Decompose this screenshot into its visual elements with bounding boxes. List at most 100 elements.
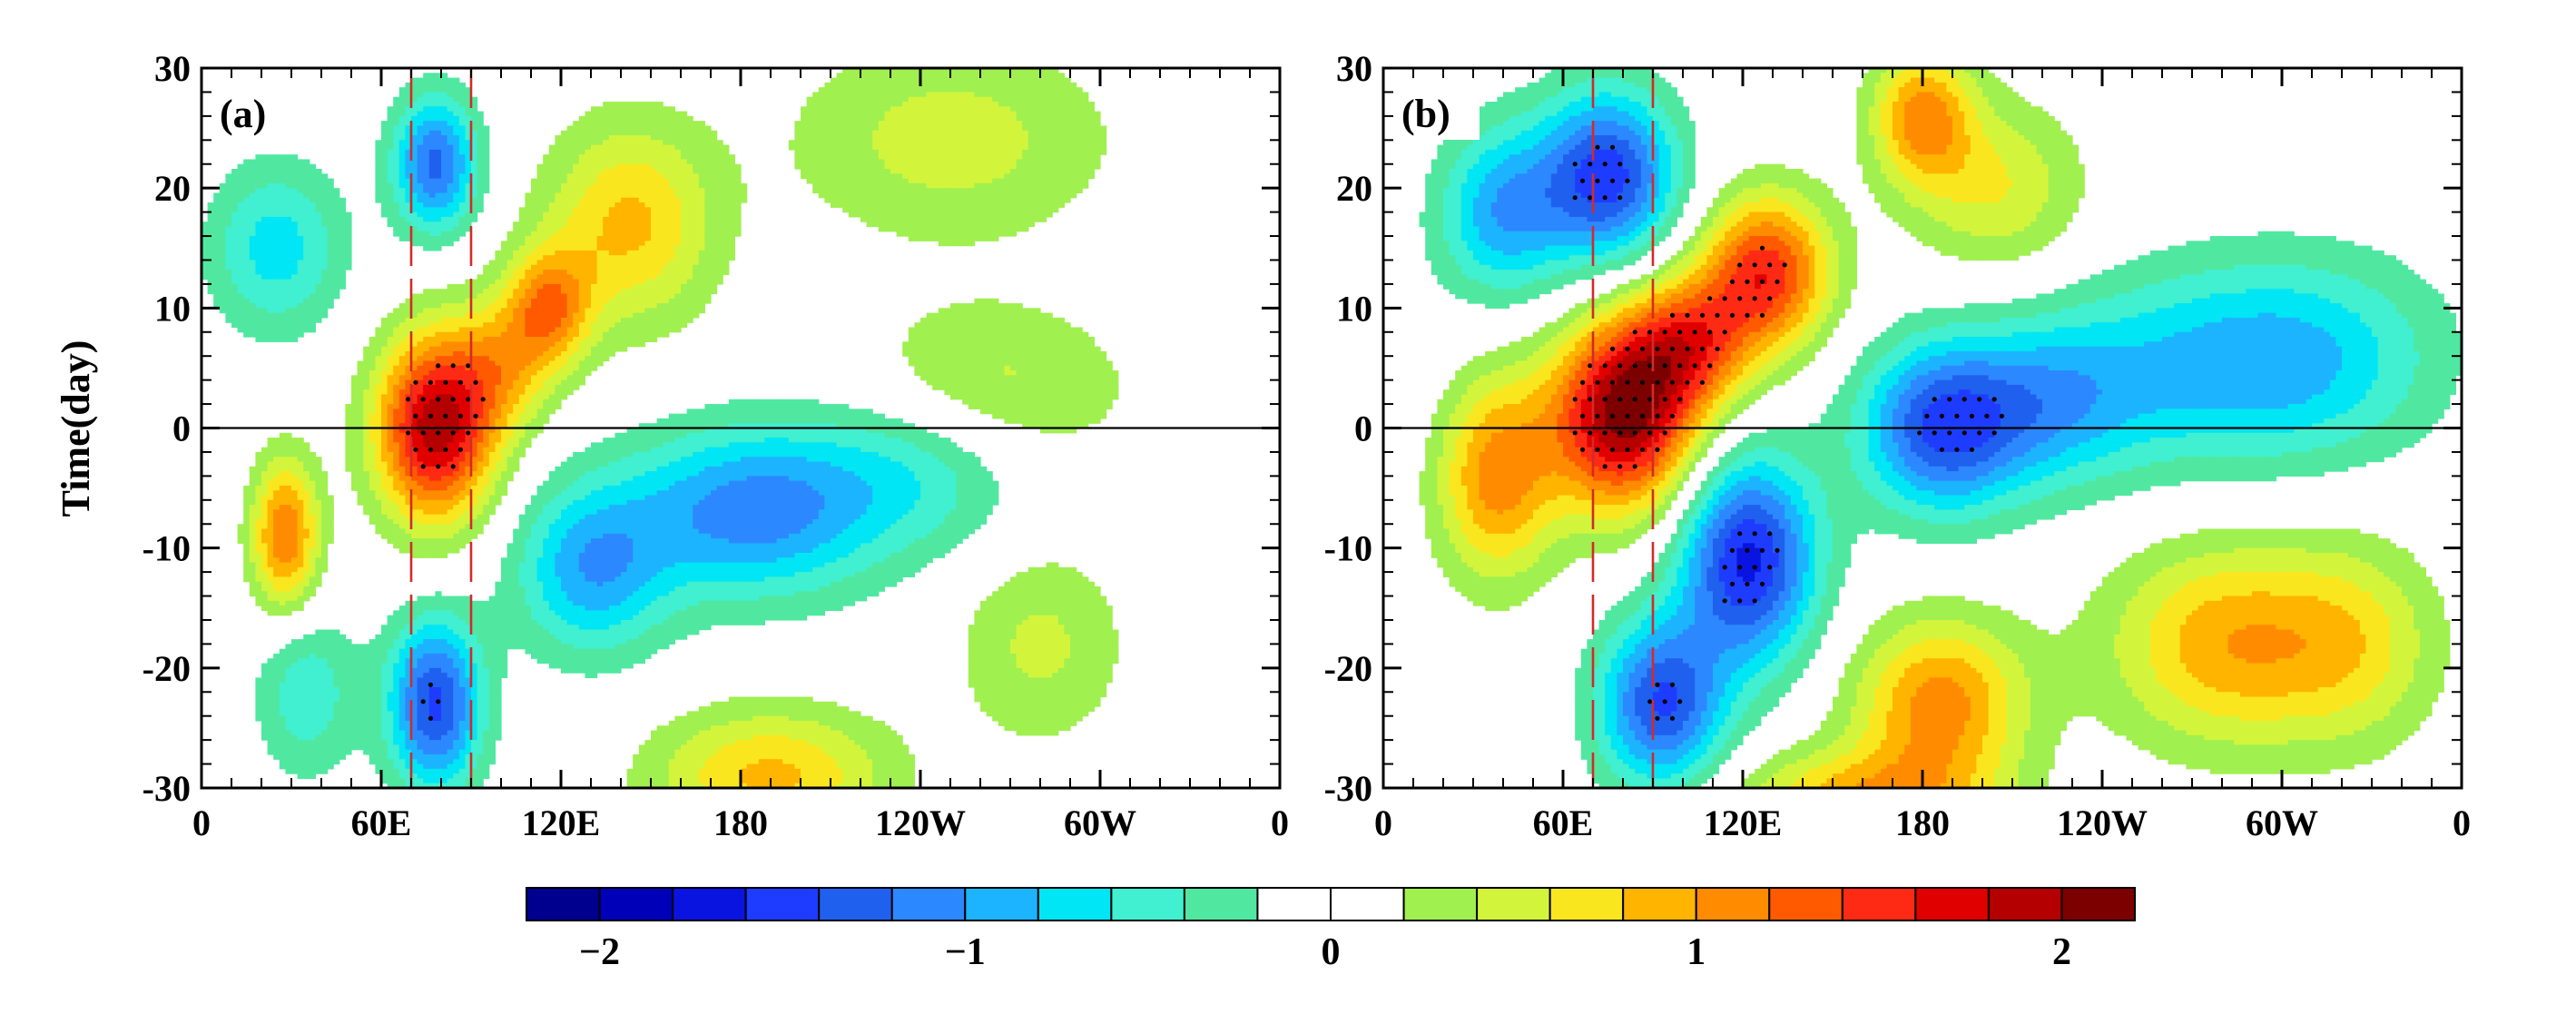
contour-cell bbox=[566, 341, 574, 348]
contour-cell bbox=[518, 260, 526, 266]
contour-cell bbox=[914, 163, 921, 170]
contour-cell bbox=[471, 192, 478, 199]
contour-cell bbox=[926, 115, 933, 122]
contour-cell bbox=[411, 111, 418, 117]
contour-cell bbox=[711, 270, 718, 275]
contour-cell bbox=[1004, 154, 1011, 161]
contour-cell bbox=[896, 87, 903, 94]
contour-cell bbox=[375, 331, 382, 338]
contour-cell bbox=[561, 341, 568, 348]
contour-cell bbox=[1057, 169, 1065, 174]
contour-cell bbox=[303, 255, 310, 261]
contour-cell bbox=[1040, 82, 1047, 88]
contour-cell bbox=[980, 308, 988, 314]
contour-cell bbox=[291, 222, 299, 228]
contour-cell bbox=[585, 298, 592, 304]
contour-cell bbox=[633, 264, 640, 271]
contour-cell bbox=[656, 178, 664, 184]
contour-cell bbox=[986, 222, 993, 228]
contour-cell bbox=[716, 236, 723, 241]
contour-cell bbox=[381, 212, 388, 218]
contour-cell bbox=[219, 279, 226, 285]
contour-cell bbox=[225, 182, 232, 189]
contour-cell bbox=[1010, 115, 1018, 122]
contour-cell bbox=[638, 264, 645, 271]
contour-cell bbox=[1076, 130, 1083, 136]
contour-cell bbox=[518, 312, 526, 319]
contour-cell bbox=[986, 77, 993, 84]
contour-cell bbox=[962, 87, 969, 94]
contour-cell bbox=[663, 293, 670, 300]
contour-cell bbox=[621, 102, 628, 107]
contour-cell bbox=[566, 188, 574, 194]
contour-cell bbox=[471, 279, 478, 285]
contour-cell bbox=[656, 135, 664, 141]
contour-cell bbox=[267, 270, 274, 275]
contour-cell bbox=[980, 96, 988, 103]
contour-cell bbox=[417, 92, 424, 98]
contour-cell bbox=[974, 222, 981, 228]
contour-cell bbox=[986, 82, 993, 88]
contour-cell bbox=[1016, 303, 1023, 309]
contour-cell bbox=[693, 283, 700, 290]
contour-cell bbox=[663, 331, 670, 338]
contour-cell bbox=[591, 169, 598, 174]
contour-cell bbox=[908, 125, 915, 132]
contour-cell bbox=[423, 125, 430, 132]
contour-cell bbox=[428, 327, 436, 333]
contour-cell bbox=[980, 121, 988, 127]
contour-cell bbox=[458, 144, 466, 151]
contour-cell bbox=[842, 92, 850, 98]
contour-cell bbox=[309, 274, 316, 281]
contour-cell bbox=[974, 159, 981, 165]
contour-cell bbox=[603, 169, 610, 174]
contour-cell bbox=[225, 270, 232, 275]
contour-cell bbox=[1087, 140, 1095, 146]
contour-cell bbox=[1064, 87, 1071, 94]
contour-cell bbox=[938, 182, 945, 189]
contour-cell bbox=[255, 212, 262, 218]
contour-cell bbox=[681, 163, 688, 170]
contour-cell bbox=[890, 197, 898, 203]
contour-cell bbox=[566, 125, 574, 132]
contour-cell bbox=[932, 322, 939, 329]
contour-cell bbox=[603, 144, 610, 151]
contour-cell bbox=[213, 274, 221, 281]
contour-cell bbox=[1016, 222, 1023, 228]
contour-cell bbox=[806, 144, 813, 151]
contour-cell bbox=[806, 125, 813, 132]
contour-cell bbox=[968, 154, 975, 161]
contour-cell bbox=[531, 260, 538, 266]
contour-cell bbox=[638, 102, 645, 107]
contour-cell bbox=[998, 303, 1005, 309]
contour-cell bbox=[848, 207, 855, 213]
contour-cell bbox=[938, 207, 945, 213]
contour-cell bbox=[626, 149, 634, 155]
contour-cell bbox=[333, 222, 340, 228]
contour-cell bbox=[603, 255, 610, 261]
contour-cell bbox=[1022, 140, 1029, 146]
contour-cell bbox=[644, 207, 652, 213]
contour-cell bbox=[495, 331, 502, 338]
contour-cell bbox=[303, 289, 310, 295]
contour-cell bbox=[297, 173, 304, 180]
contour-cell bbox=[1010, 87, 1018, 94]
contour-cell bbox=[674, 231, 682, 237]
contour-cell bbox=[596, 226, 604, 232]
contour-cell bbox=[423, 169, 430, 174]
contour-cell bbox=[1010, 121, 1018, 127]
contour-cell bbox=[926, 327, 933, 333]
contour-cell bbox=[441, 327, 448, 333]
contour-cell bbox=[321, 283, 329, 290]
contour-cell bbox=[896, 111, 903, 117]
contour-cell bbox=[518, 293, 526, 300]
contour-cell bbox=[938, 212, 945, 218]
contour-cell bbox=[626, 236, 634, 241]
contour-cell bbox=[728, 202, 735, 208]
contour-cell bbox=[465, 283, 472, 290]
contour-cell bbox=[327, 212, 334, 218]
contour-cell bbox=[842, 149, 850, 155]
contour-cell bbox=[531, 312, 538, 319]
contour-cell bbox=[1034, 82, 1041, 88]
contour-cell bbox=[428, 163, 436, 170]
